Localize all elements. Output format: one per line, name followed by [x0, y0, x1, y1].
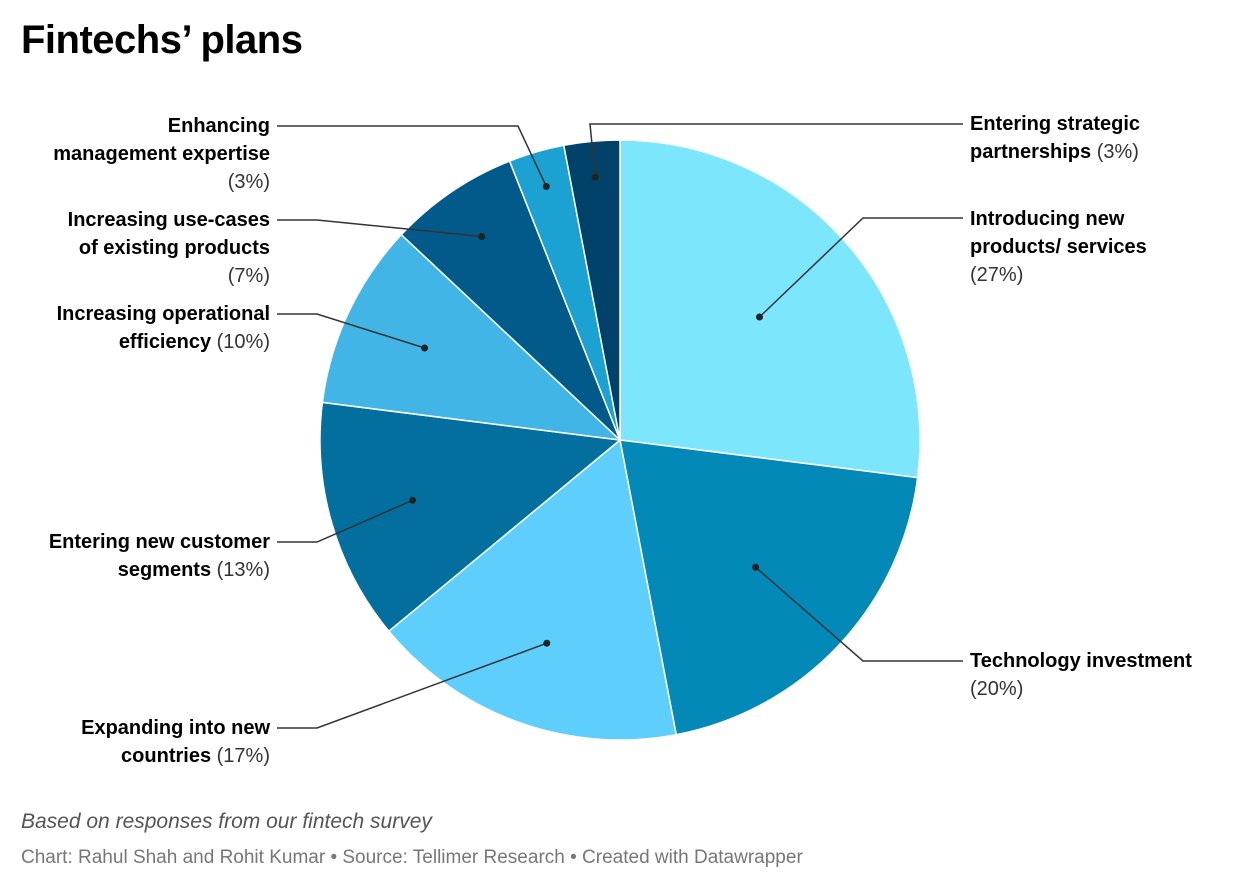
chart-title: Fintechs’ plans	[21, 18, 303, 62]
pie-slice	[619, 439, 919, 736]
slice-label: Technology investment (20%)	[970, 647, 1192, 703]
slice-value: (17%)	[216, 745, 270, 767]
chart-credit: Chart: Rahul Shah and Rohit Kumar • Sour…	[21, 847, 803, 868]
slice-label: Increasing use-cases of existing products…	[68, 206, 270, 290]
slice-name-line: partnerships	[970, 141, 1092, 163]
slice-value: (13%)	[216, 559, 270, 581]
pie-slice	[321, 233, 623, 442]
slice-value: (7%)	[227, 265, 270, 287]
leader-dot	[756, 313, 763, 321]
slice-value: (3%)	[1096, 141, 1139, 163]
slice-value: (20%)	[970, 678, 1024, 700]
leader-dot	[478, 233, 486, 240]
slice-label: Introducing new products/ services (27%)	[970, 205, 1147, 289]
slice-name-line: efficiency	[118, 331, 212, 353]
slice-name-line: products/ services	[970, 236, 1147, 258]
slice-name-line: Expanding into new	[81, 717, 270, 739]
slice-label: Entering new customer segments (13%)	[49, 528, 270, 584]
slice-name-line: Entering new customer	[48, 531, 270, 553]
pie-slice	[387, 438, 678, 741]
slice-name-line: of existing products	[78, 237, 270, 259]
pie-slice	[319, 401, 622, 633]
slice-name-line: Introducing new	[970, 208, 1125, 230]
leader-dot	[409, 496, 417, 504]
leader-dot	[421, 344, 429, 352]
slice-label: Enhancing management expertise (3%)	[53, 112, 270, 196]
leader-dot	[591, 173, 599, 181]
leader-line	[277, 313, 425, 349]
slice-name-line: management expertise	[53, 143, 270, 165]
slice-value: (3%)	[227, 171, 270, 193]
slice-value: (10%)	[216, 331, 270, 353]
leader-line	[755, 566, 963, 662]
leader-line	[277, 125, 547, 187]
slice-label: Entering strategic partnerships (3%)	[970, 110, 1140, 166]
slice-name-line: countries	[121, 745, 212, 767]
leader-line	[277, 499, 413, 543]
leader-line	[758, 217, 963, 318]
slice-name-line: Technology investment	[970, 650, 1192, 672]
leader-line	[277, 642, 548, 729]
slice-name-line: segments	[117, 559, 212, 581]
slice-label: Increasing operational efficiency (10%)	[57, 300, 270, 356]
slice-label: Expanding into new countries (17%)	[81, 714, 270, 770]
leader-dot	[752, 563, 760, 571]
pie-slice	[400, 160, 621, 441]
slice-name-line: Enhancing	[167, 115, 270, 137]
slice-name-line: Increasing operational	[56, 303, 270, 325]
leader-line	[589, 123, 963, 178]
leader-dot	[543, 639, 551, 647]
leader-lines	[277, 123, 963, 729]
slice-name-line: Entering strategic	[970, 113, 1141, 135]
leader-line	[277, 219, 482, 238]
slice-value: (27%)	[970, 264, 1024, 286]
leader-dot	[542, 183, 550, 190]
pie-slice	[619, 139, 921, 479]
slice-name-line: Increasing use-cases	[67, 209, 270, 231]
chart-description: Based on responses from our fintech surv…	[21, 810, 432, 833]
